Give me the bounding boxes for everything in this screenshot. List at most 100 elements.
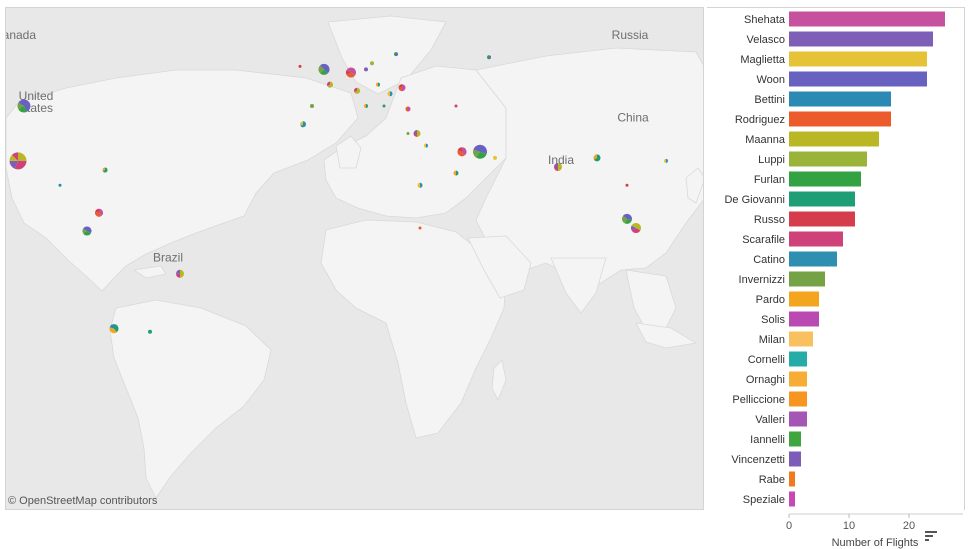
pie-slice[interactable] [396, 52, 398, 57]
pie-slice[interactable] [554, 163, 558, 167]
bar[interactable] [789, 131, 879, 147]
pie-slice[interactable] [300, 121, 303, 126]
pie-marker[interactable] [387, 91, 393, 97]
pie-slice[interactable] [624, 218, 632, 224]
bar[interactable] [789, 91, 891, 107]
bar[interactable] [789, 71, 927, 87]
pie-slice[interactable] [456, 170, 459, 176]
bar[interactable] [789, 331, 813, 347]
pie-slice[interactable] [405, 106, 409, 112]
pie-slice[interactable] [18, 106, 28, 113]
pie-slice[interactable] [487, 55, 489, 60]
bar[interactable] [789, 471, 795, 487]
pie-slice[interactable] [418, 226, 422, 230]
pie-slice[interactable] [622, 215, 627, 224]
pie-slice[interactable] [95, 211, 102, 217]
pie-slice[interactable] [480, 144, 488, 154]
pie-slice[interactable] [666, 158, 668, 163]
pie-marker[interactable] [148, 329, 152, 334]
pie-slice[interactable] [83, 231, 91, 236]
pie-slice[interactable] [95, 208, 99, 213]
pie-slice[interactable] [378, 82, 380, 87]
pie-slice[interactable] [413, 133, 418, 137]
pie-slice[interactable] [475, 151, 487, 159]
pie-marker[interactable] [473, 144, 488, 159]
pie-marker[interactable] [300, 121, 306, 128]
pie-slice[interactable] [462, 147, 467, 156]
pie-slice[interactable] [58, 183, 62, 187]
pie-marker[interactable] [326, 81, 333, 88]
pie-slice[interactable] [320, 69, 328, 75]
pie-slice[interactable] [413, 129, 418, 134]
pie-marker[interactable] [625, 183, 629, 187]
pie-slice[interactable] [424, 143, 426, 148]
pie-slice[interactable] [9, 160, 19, 169]
pie-slice[interactable] [473, 149, 480, 158]
pie-slice[interactable] [489, 55, 491, 60]
pie-slice[interactable] [366, 104, 368, 108]
pie-marker[interactable] [58, 183, 62, 187]
pie-marker[interactable] [554, 163, 562, 171]
pie-slice[interactable] [370, 61, 374, 66]
pie-slice[interactable] [457, 147, 462, 152]
pie-marker[interactable] [454, 104, 458, 108]
pie-slice[interactable] [18, 152, 27, 161]
pie-slice[interactable] [631, 223, 636, 228]
pie-slice[interactable] [324, 63, 330, 74]
pie-slice[interactable] [83, 226, 87, 232]
bar[interactable] [789, 451, 801, 467]
pie-slice[interactable] [300, 121, 306, 128]
pie-slice[interactable] [627, 213, 632, 220]
pie-slice[interactable] [636, 223, 641, 231]
pie-marker[interactable] [382, 104, 386, 108]
pie-slice[interactable] [623, 213, 627, 219]
bar[interactable] [789, 251, 837, 267]
pie-marker[interactable] [394, 52, 398, 57]
pie-slice[interactable] [376, 82, 378, 87]
pie-slice[interactable] [320, 63, 324, 70]
pie-slice[interactable] [109, 327, 117, 334]
pie-markers[interactable] [6, 37, 668, 334]
pie-marker[interactable] [353, 87, 360, 94]
pie-slice[interactable] [390, 91, 393, 97]
pie-slice[interactable] [351, 67, 356, 75]
pie-slice[interactable] [326, 81, 330, 87]
map-canvas[interactable]: CanadaUnitedStatesRussiaChinaIndiaBrazil [6, 8, 704, 510]
pie-marker[interactable] [310, 104, 314, 108]
pie-slice[interactable] [176, 269, 180, 274]
pie-slice[interactable] [631, 228, 641, 234]
pie-slice[interactable] [109, 324, 114, 329]
bar[interactable] [789, 311, 819, 327]
pie-slice[interactable] [87, 226, 92, 234]
pie-slice[interactable] [99, 208, 104, 216]
pie-marker[interactable] [493, 155, 497, 160]
pie-marker[interactable] [406, 131, 410, 135]
pie-slice[interactable] [364, 104, 366, 108]
pie-slice[interactable] [24, 99, 31, 112]
bar[interactable] [789, 111, 891, 127]
bar[interactable] [789, 51, 927, 67]
pie-marker[interactable] [398, 84, 406, 92]
pie-slice[interactable] [631, 225, 636, 231]
pie-marker[interactable] [424, 143, 428, 148]
pie-slice[interactable] [426, 143, 428, 148]
pie-slice[interactable] [398, 84, 403, 88]
pie-slice[interactable] [298, 64, 302, 68]
map-attribution[interactable]: © OpenStreetMap contributors [8, 495, 158, 507]
pie-slice[interactable] [353, 87, 357, 93]
pie-marker[interactable] [417, 182, 423, 188]
pie-slice[interactable] [148, 329, 152, 334]
pie-slice[interactable] [454, 104, 458, 108]
pie-marker[interactable] [102, 167, 108, 173]
pie-slice[interactable] [82, 228, 87, 234]
pie-slice[interactable] [593, 154, 601, 162]
pie-slice[interactable] [327, 81, 333, 88]
pie-marker[interactable] [109, 324, 119, 334]
pie-slice[interactable] [18, 99, 24, 107]
pie-marker[interactable] [457, 147, 467, 157]
pie-slice[interactable] [176, 273, 180, 278]
pie-slice[interactable] [354, 87, 360, 94]
world-map[interactable]: CanadaUnitedStatesRussiaChinaIndiaBrazil… [5, 7, 704, 510]
bar[interactable] [789, 431, 801, 447]
pie-marker[interactable] [17, 99, 31, 113]
